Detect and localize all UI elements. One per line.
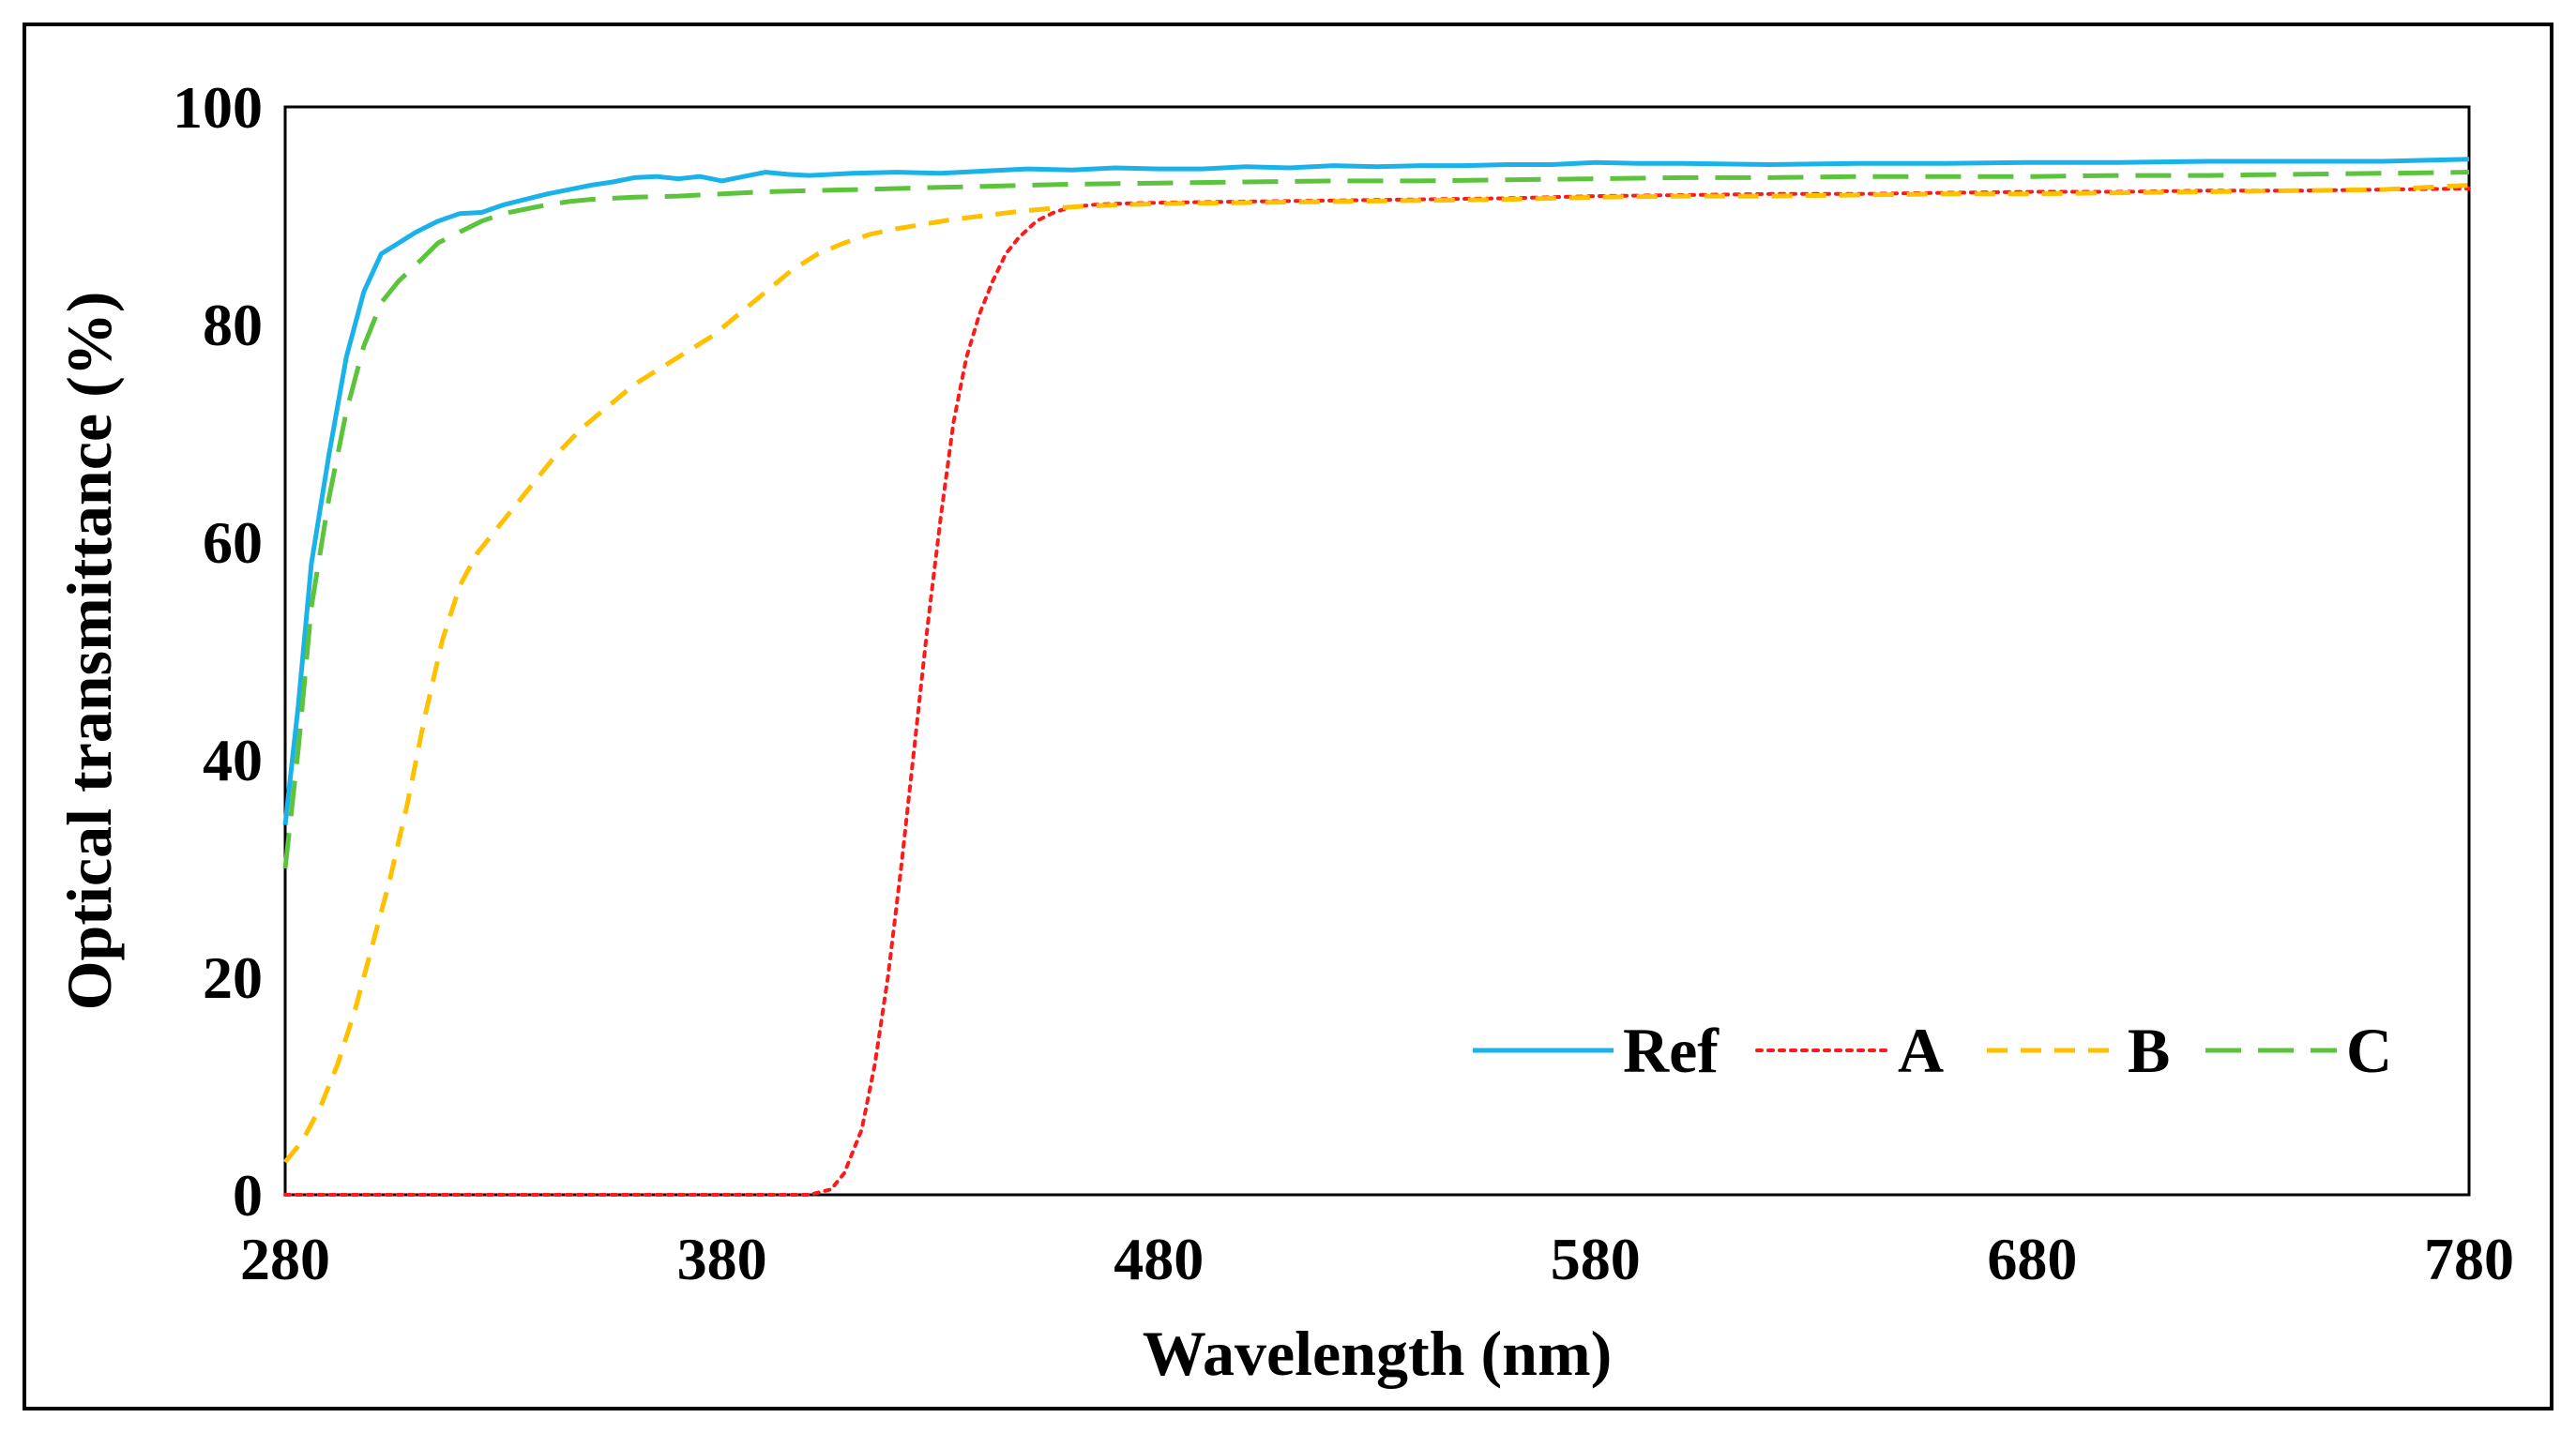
chart-frame: 280 380 480 580 680 780 0 20 40 60 80 100 Wavelengt… — [23, 23, 2553, 1410]
x-tick-label: 680 — [1987, 1226, 2077, 1292]
series-line-b — [283, 183, 2470, 1164]
legend: Ref A B C — [1473, 1015, 2392, 1086]
x-tick-label: 480 — [1114, 1226, 1204, 1292]
y-tick-label: 100 — [173, 74, 263, 141]
series-layer — [282, 157, 2471, 1197]
y-tick-label: 40 — [203, 727, 263, 793]
y-tick-label: 20 — [203, 944, 263, 1011]
legend-label-a: A — [1898, 1015, 1944, 1086]
series-line-ref — [282, 157, 2470, 825]
series-line-c — [282, 170, 2470, 869]
legend-label-ref: Ref — [1623, 1015, 1720, 1086]
x-tick-label: 380 — [677, 1226, 767, 1292]
y-tick-label: 0 — [233, 1162, 263, 1229]
plot-area — [283, 105, 2471, 1197]
legend-label-b: B — [2128, 1015, 2170, 1086]
y-tick-label: 60 — [203, 509, 263, 576]
chart-svg: 280 380 480 580 680 780 0 20 40 60 80 100 Wavelengt… — [53, 74, 2514, 1389]
x-tick-label: 580 — [1551, 1226, 1641, 1292]
x-tick-label: 780 — [2424, 1226, 2514, 1292]
series-line-a — [283, 187, 2471, 1197]
y-axis-title: Optical transmittance (%) — [53, 292, 125, 1011]
tick-labels: 280 380 480 580 680 780 0 20 40 60 80 100 — [173, 74, 2514, 1292]
x-axis-title: Wavelength (nm) — [1143, 1318, 1613, 1389]
y-tick-label: 80 — [203, 292, 263, 358]
x-tick-label: 280 — [240, 1226, 330, 1292]
legend-label-c: C — [2346, 1015, 2392, 1086]
